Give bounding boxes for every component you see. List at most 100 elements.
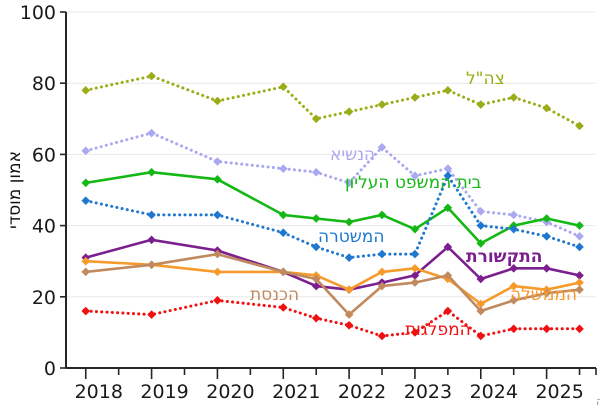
series-7 [81,296,584,341]
data-point-marker [509,296,519,305]
series-3 [81,171,584,262]
data-point-marker [213,267,222,277]
data-point-marker [542,231,551,241]
series-label: הממשלה [510,285,577,305]
data-point-marker [377,142,387,152]
data-point-marker [542,264,551,273]
data-point-marker [344,178,354,188]
data-point-marker [443,86,453,95]
data-point-marker [278,210,288,220]
data-point-marker [213,296,222,305]
data-point-marker [443,171,453,181]
data-point-marker [410,224,420,234]
axes-group [65,12,596,369]
data-point-marker [213,210,222,220]
data-point-marker [344,253,354,262]
data-point-marker [509,224,519,234]
data-series-group [81,71,584,341]
data-point-marker [542,214,551,223]
data-point-marker [377,249,387,259]
data-point-marker [344,217,354,227]
x-tick-label: 2019 [140,381,188,403]
data-point-marker [147,235,156,245]
data-point-marker [311,281,321,291]
data-point-marker [443,203,453,213]
data-point-marker [81,256,91,266]
data-point-marker [147,128,156,138]
data-point-marker [476,221,486,230]
data-point-marker [344,107,354,116]
data-point-marker [509,210,519,220]
data-point-marker [476,207,486,216]
data-point-marker [311,167,321,177]
data-point-marker [147,167,156,177]
x-tick-label: 2024 [470,381,518,403]
data-point-marker [542,324,551,334]
data-point-marker [278,164,288,173]
data-point-marker [443,306,453,316]
series-inline-labels: צה"ל הנשיא בית המשפט העליון המשטרה התקשורת המ… [250,69,577,340]
series-label: המשטרה [318,227,384,247]
data-point-marker [213,96,222,106]
data-point-marker [476,306,486,316]
source-attribution: מקור: סקרי מדד הדמוקרטיה הישראלית של המכ… [596,395,600,408]
data-point-marker [278,82,288,92]
x-tick-label: 2023 [404,381,452,403]
data-point-marker [377,281,387,291]
data-point-marker [344,310,354,319]
y-tick-label: 80 [32,73,56,95]
data-point-marker [344,285,354,294]
data-point-marker [410,249,420,259]
data-point-marker [410,328,420,337]
y-tick-label: 60 [32,144,56,166]
y-axis-tick-labels: 0 20 40 60 80 100 [20,2,66,380]
data-point-marker [575,242,584,252]
y-axis-title-text: אמון מוסדי [5,151,25,229]
data-point-marker [476,239,486,248]
data-point-marker [81,306,91,316]
data-point-marker [377,267,387,277]
series-label: צה"ל [466,69,505,89]
x-tick-label: 2018 [75,381,123,403]
x-tick-label: 2025 [535,381,583,403]
data-point-marker [410,264,420,273]
data-point-marker [311,242,321,252]
x-axis-tick-labels: 2018 2019 2020 2021 2022 2023 2024 2025 [75,381,584,403]
data-point-marker [81,196,91,205]
data-point-marker [311,313,321,323]
y-tick-label: 40 [32,216,56,238]
data-point-marker [213,175,222,184]
data-point-marker [575,271,584,280]
data-point-marker [575,121,584,131]
data-point-marker [311,274,321,284]
data-point-marker [443,271,453,280]
data-point-marker [377,210,387,220]
x-tick-label: 2022 [338,381,386,403]
data-point-marker [410,93,420,102]
data-point-marker [377,331,387,341]
data-point-marker [213,157,222,166]
data-point-marker [278,267,288,277]
data-point-marker [575,324,584,334]
data-point-marker [509,93,519,102]
data-point-marker [575,278,584,287]
data-point-marker [542,103,551,113]
data-point-marker [575,231,584,241]
x-tick-label: 2021 [272,381,320,403]
data-point-marker [147,210,156,220]
data-point-marker [278,228,288,238]
data-point-marker [575,221,584,230]
y-tick-label: 0 [44,358,56,380]
series-label: בית המשפט העליון [345,173,482,193]
series-label: הנשיא [330,145,375,165]
x-tick-label: 2020 [206,381,254,403]
data-point-marker [81,86,91,95]
series-0 [81,71,584,131]
data-point-marker [147,310,156,319]
y-tick-label: 20 [32,287,56,309]
data-point-marker [147,260,156,270]
data-point-marker [443,242,453,252]
series-label: המפלגות [405,320,471,340]
series-label: התקשורת [466,247,542,267]
